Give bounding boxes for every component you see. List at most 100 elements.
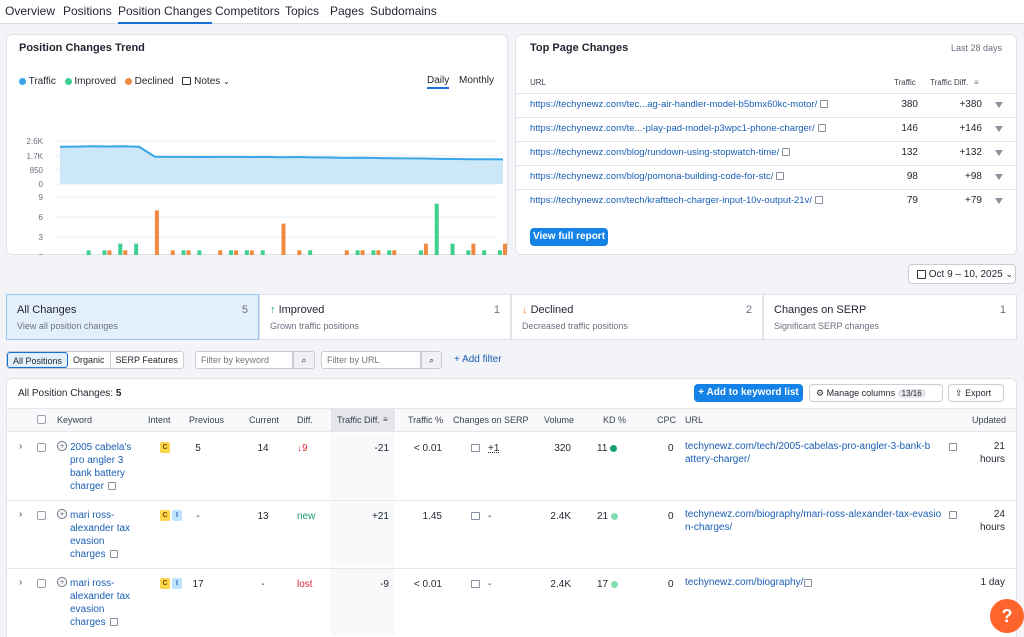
notes-dropdown[interactable]: Notes bbox=[194, 76, 221, 87]
th-keyword[interactable]: Keyword bbox=[57, 415, 93, 425]
keyword-link[interactable]: alexander tax bbox=[70, 591, 131, 602]
sort-icon[interactable]: ≡ bbox=[383, 415, 388, 424]
tab-topics[interactable]: Topics bbox=[285, 4, 320, 18]
external-link-icon[interactable] bbox=[776, 172, 785, 181]
ranking-url[interactable]: attery-charger/ bbox=[685, 454, 751, 465]
tab-pages[interactable]: Pages bbox=[330, 4, 365, 18]
keyword-link[interactable]: evasion bbox=[70, 536, 105, 547]
add-filter-button[interactable]: + Add filter bbox=[454, 354, 502, 365]
th-cpc[interactable]: CPC bbox=[657, 415, 677, 425]
ranking-url[interactable]: techynewz.com/tech/2005-cabelas-pro-angl… bbox=[685, 441, 931, 452]
th-diff[interactable]: Diff. bbox=[297, 415, 313, 425]
external-link-icon[interactable] bbox=[820, 100, 829, 109]
tab-declined[interactable]: ↓ Declined 2 Decreased traffic positions bbox=[511, 294, 763, 340]
external-link-icon[interactable] bbox=[782, 148, 791, 157]
keyword-link[interactable]: evasion bbox=[70, 604, 105, 615]
top-page-url[interactable]: https://techynewz.com/blog/rundown-using… bbox=[530, 147, 791, 158]
legend-traffic[interactable]: Traffic bbox=[28, 76, 56, 87]
segment-organic[interactable]: Organic bbox=[68, 352, 111, 368]
tab-positions[interactable]: Positions bbox=[63, 4, 112, 18]
view-full-report-button[interactable]: View full report bbox=[530, 228, 608, 246]
filter-icon[interactable] bbox=[995, 150, 1003, 156]
col-traffic-diff[interactable]: Traffic Diff. bbox=[930, 78, 969, 87]
sort-icon[interactable]: ≡ bbox=[974, 78, 979, 87]
th-current[interactable]: Current bbox=[249, 415, 280, 425]
serp-icon[interactable] bbox=[471, 444, 480, 452]
th-volume[interactable]: Volume bbox=[544, 415, 575, 425]
row-checkbox[interactable] bbox=[37, 579, 46, 588]
external-link-icon[interactable] bbox=[814, 196, 823, 205]
ranking-url[interactable]: techynewz.com/biography/mari-ross-alexan… bbox=[685, 509, 942, 520]
monthly-toggle[interactable]: Monthly bbox=[459, 75, 495, 86]
expand-chevron-icon[interactable]: › bbox=[19, 509, 23, 520]
filter-icon[interactable] bbox=[995, 102, 1003, 108]
tab-subdomains[interactable]: Subdomains bbox=[370, 4, 437, 18]
segment-all-positions[interactable]: All Positions bbox=[7, 352, 69, 368]
date-picker[interactable]: Oct 9 – 10, 2025 ⌄ bbox=[908, 264, 1016, 284]
serp-icon[interactable] bbox=[471, 512, 480, 520]
keyword-link[interactable]: alexander tax bbox=[70, 523, 131, 534]
serp-changes[interactable]: - bbox=[488, 511, 492, 522]
keyword-link[interactable]: pro angler 3 bbox=[70, 455, 124, 466]
add-keyword-icon[interactable]: + bbox=[57, 509, 67, 519]
legend-declined[interactable]: Declined bbox=[134, 76, 174, 87]
help-button[interactable]: ? bbox=[990, 599, 1024, 633]
th-kd[interactable]: KD % bbox=[603, 415, 627, 425]
expand-chevron-icon[interactable]: › bbox=[19, 441, 23, 452]
select-all-checkbox[interactable] bbox=[37, 415, 46, 424]
export-button[interactable]: ⇪ Export bbox=[948, 384, 1004, 402]
add-keyword-icon[interactable]: + bbox=[57, 577, 67, 587]
serp-snapshot-icon[interactable] bbox=[108, 482, 116, 490]
manage-columns-button[interactable]: ⚙ Manage columns 13/16 bbox=[809, 384, 943, 402]
keyword-link[interactable]: mari ross- bbox=[70, 510, 115, 521]
th-intent[interactable]: Intent bbox=[148, 415, 171, 425]
row-checkbox[interactable] bbox=[37, 511, 46, 520]
serp-changes[interactable]: - bbox=[488, 579, 492, 590]
keyword-link[interactable]: charges bbox=[70, 549, 106, 560]
row-checkbox[interactable] bbox=[37, 443, 46, 452]
external-link-icon[interactable] bbox=[804, 579, 812, 587]
tab-all-changes[interactable]: All Changes 5 View all position changes bbox=[6, 294, 259, 340]
ranking-url[interactable]: n-charges/ bbox=[685, 522, 733, 533]
serp-icon[interactable] bbox=[471, 580, 480, 588]
top-page-url[interactable]: https://techynewz.com/tech/krafttech-cha… bbox=[530, 195, 823, 206]
legend-improved[interactable]: Improved bbox=[74, 76, 117, 87]
keyword-link[interactable]: bank battery bbox=[70, 468, 126, 479]
th-updated[interactable]: Updated bbox=[972, 415, 1007, 425]
filter-icon[interactable] bbox=[995, 198, 1003, 204]
tab-competitors[interactable]: Competitors bbox=[215, 4, 280, 18]
serp-changes[interactable]: +1 bbox=[488, 443, 500, 454]
add-keyword-icon[interactable]: + bbox=[57, 441, 67, 451]
tab-position-changes[interactable]: Position Changes bbox=[118, 4, 213, 24]
filter-icon[interactable] bbox=[995, 126, 1003, 132]
th-url[interactable]: URL bbox=[685, 415, 704, 425]
th-traffic-pct[interactable]: Traffic % bbox=[408, 415, 444, 425]
top-page-url[interactable]: https://techynewz.com/te...-play-pad-mod… bbox=[530, 123, 826, 134]
tab-improved[interactable]: ↑ Improved 1 Grown traffic positions bbox=[259, 294, 511, 340]
external-link-icon[interactable] bbox=[817, 124, 826, 133]
add-to-keyword-list-button[interactable]: + Add to keyword list bbox=[694, 384, 803, 402]
th-traffic-diff[interactable]: Traffic Diff. bbox=[337, 415, 380, 425]
url-filter-input[interactable] bbox=[321, 351, 421, 369]
keyword-link[interactable]: charger bbox=[70, 481, 104, 492]
keyword-link[interactable]: mari ross- bbox=[70, 578, 115, 589]
top-page-url[interactable]: https://techynewz.com/blog/pomona-buildi… bbox=[530, 171, 785, 182]
keyword-link[interactable]: 2005 cabela's bbox=[70, 442, 132, 453]
serp-snapshot-icon[interactable] bbox=[110, 618, 118, 626]
daily-toggle[interactable]: Daily bbox=[427, 75, 450, 89]
th-changes-on-serp[interactable]: Changes on SERP bbox=[453, 415, 529, 425]
ranking-url[interactable]: techynewz.com/biography/ bbox=[685, 577, 804, 588]
expand-chevron-icon[interactable]: › bbox=[19, 577, 23, 588]
external-link-icon[interactable] bbox=[949, 511, 957, 519]
search-icon[interactable]: ⌕ bbox=[421, 351, 442, 369]
keyword-link[interactable]: charges bbox=[70, 617, 106, 628]
tab-changes-on-serp[interactable]: Changes on SERP 1 Significant SERP chang… bbox=[763, 294, 1017, 340]
serp-snapshot-icon[interactable] bbox=[110, 550, 118, 558]
top-page-url[interactable]: https://techynewz.com/tec...ag-air-handl… bbox=[530, 99, 829, 110]
keyword-filter-input[interactable] bbox=[195, 351, 293, 369]
th-previous[interactable]: Previous bbox=[189, 415, 225, 425]
search-icon[interactable]: ⌕ bbox=[293, 351, 315, 369]
tab-overview[interactable]: Overview bbox=[5, 4, 56, 18]
segment-serp-features[interactable]: SERP Features bbox=[115, 355, 178, 365]
filter-icon[interactable] bbox=[995, 174, 1003, 180]
